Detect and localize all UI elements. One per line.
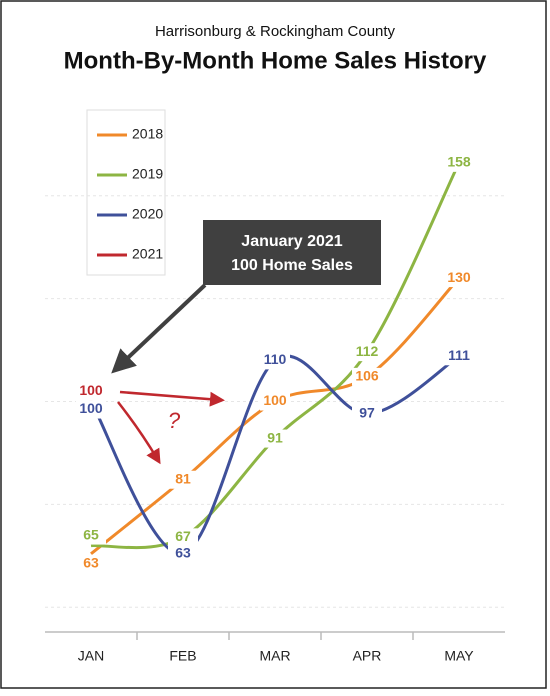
legend-label: 2019 [132, 166, 163, 182]
chart-subtitle: Harrisonburg & Rockingham County [155, 23, 396, 40]
data-label: 97 [359, 405, 375, 421]
label-bg [352, 367, 382, 386]
data-label: 112 [356, 343, 379, 359]
label-bg [168, 544, 198, 563]
data-label: 158 [447, 154, 471, 170]
label-bg [76, 382, 106, 401]
label-bg [352, 404, 382, 423]
callout-text: 100 Home Sales [231, 257, 353, 274]
data-label: 100 [263, 392, 287, 408]
label-bg [168, 528, 198, 547]
label-bg [352, 343, 382, 362]
data-label: 91 [267, 429, 283, 445]
data-label: 100 [79, 382, 103, 398]
x-tick-label: APR [353, 648, 382, 664]
data-label: 81 [175, 470, 191, 486]
plot-area: JAN FEB MAR APR MAY 63 81 100 106 130 65 67 91 112 158… [45, 154, 505, 664]
red-arrow [119, 390, 225, 407]
label-bg [260, 392, 290, 411]
x-tick-label: JAN [78, 648, 104, 664]
label-bg [76, 554, 106, 573]
red-arrow [117, 401, 161, 465]
chart-title: Month-By-Month Home Sales History [64, 47, 487, 74]
data-label: 63 [175, 545, 191, 561]
label-bg [168, 470, 198, 489]
callout-text: January 2021 [241, 233, 343, 250]
callout-arrow [111, 283, 207, 374]
label-bg [444, 347, 474, 366]
label-bg [260, 351, 290, 370]
data-label: 130 [447, 269, 471, 285]
callout-box [203, 220, 381, 285]
legend-label: 2021 [132, 246, 163, 262]
label-bg [260, 429, 290, 448]
label-bg [444, 153, 474, 172]
data-label: 110 [264, 351, 287, 367]
legend-label: 2020 [132, 206, 163, 222]
legend-label: 2018 [132, 126, 163, 142]
label-bg [444, 269, 474, 288]
question-mark: ? [168, 408, 181, 433]
data-label: 67 [175, 528, 191, 544]
legend-box [86, 109, 166, 276]
x-tick-label: FEB [169, 648, 196, 664]
x-tick-label: MAY [444, 648, 474, 664]
data-label: 63 [83, 555, 99, 571]
data-label: 65 [83, 526, 99, 542]
label-bg [76, 400, 106, 419]
x-tick-label: MAR [259, 648, 290, 664]
data-label: 106 [355, 368, 379, 384]
annotations: ? January 2021 100 Home Sales [111, 220, 381, 465]
label-bg [76, 526, 106, 545]
data-label: 111 [448, 347, 470, 363]
data-label: 100 [79, 400, 103, 416]
